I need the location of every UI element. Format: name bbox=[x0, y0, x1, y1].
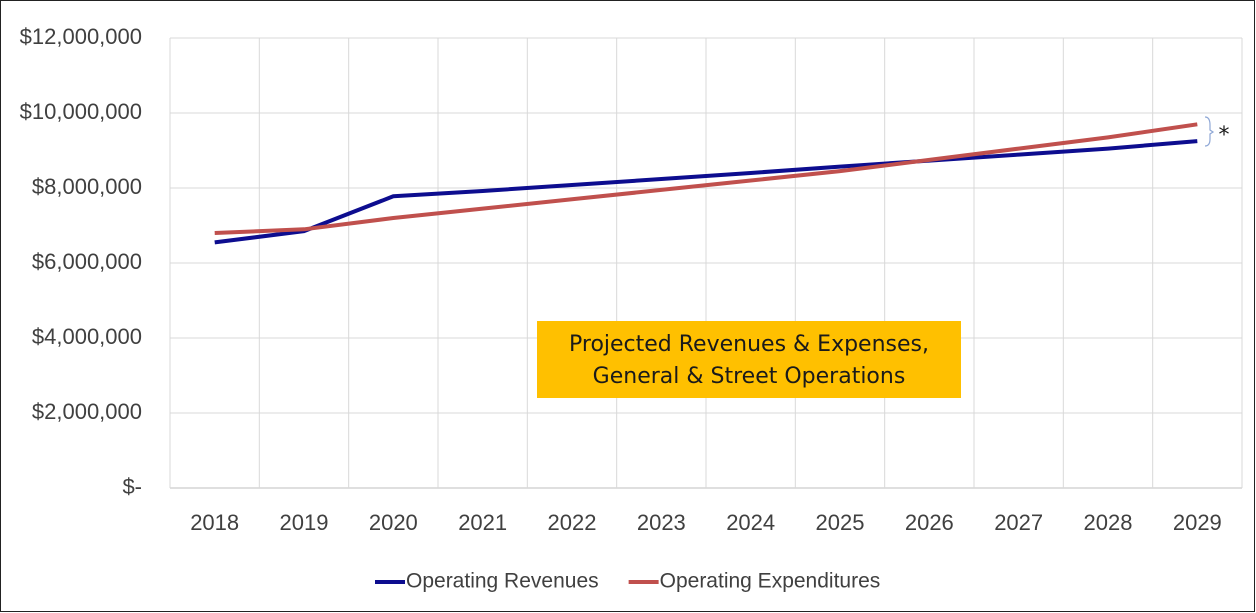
y-tick-label: $2,000,000 bbox=[32, 399, 142, 424]
bracket bbox=[1204, 116, 1215, 147]
y-tick-label: $6,000,000 bbox=[32, 249, 142, 274]
annotation: General & Street Operations bbox=[593, 364, 906, 389]
annotation: * bbox=[1219, 123, 1230, 148]
x-tick-label: 2020 bbox=[369, 510, 418, 535]
x-tick-label: 2027 bbox=[994, 510, 1043, 535]
y-tick-label: $12,000,000 bbox=[20, 24, 142, 49]
y-tick-label: $8,000,000 bbox=[32, 174, 142, 199]
x-tick-label: 2029 bbox=[1173, 510, 1222, 535]
series-line bbox=[214, 139, 1198, 245]
legend-label: Operating Expenditures bbox=[660, 570, 881, 593]
x-tick-label: 2028 bbox=[1084, 510, 1133, 535]
x-tick-label: 2026 bbox=[905, 510, 954, 535]
annotation: Projected Revenues & Expenses, bbox=[569, 332, 929, 357]
x-tick-label: 2022 bbox=[548, 510, 597, 535]
x-tick-label: 2024 bbox=[726, 510, 775, 535]
y-tick-label: $4,000,000 bbox=[32, 324, 142, 349]
x-tick-label: 2019 bbox=[280, 510, 329, 535]
series-line bbox=[214, 122, 1198, 235]
y-tick-label: $- bbox=[122, 474, 142, 499]
annotation-box bbox=[537, 321, 961, 398]
y-tick-label: $10,000,000 bbox=[20, 99, 142, 124]
legend-label: Operating Revenues bbox=[406, 570, 599, 593]
x-tick-label: 2018 bbox=[190, 510, 239, 535]
x-tick-label: 2023 bbox=[637, 510, 686, 535]
x-tick-label: 2021 bbox=[458, 510, 507, 535]
x-tick-label: 2025 bbox=[816, 510, 865, 535]
